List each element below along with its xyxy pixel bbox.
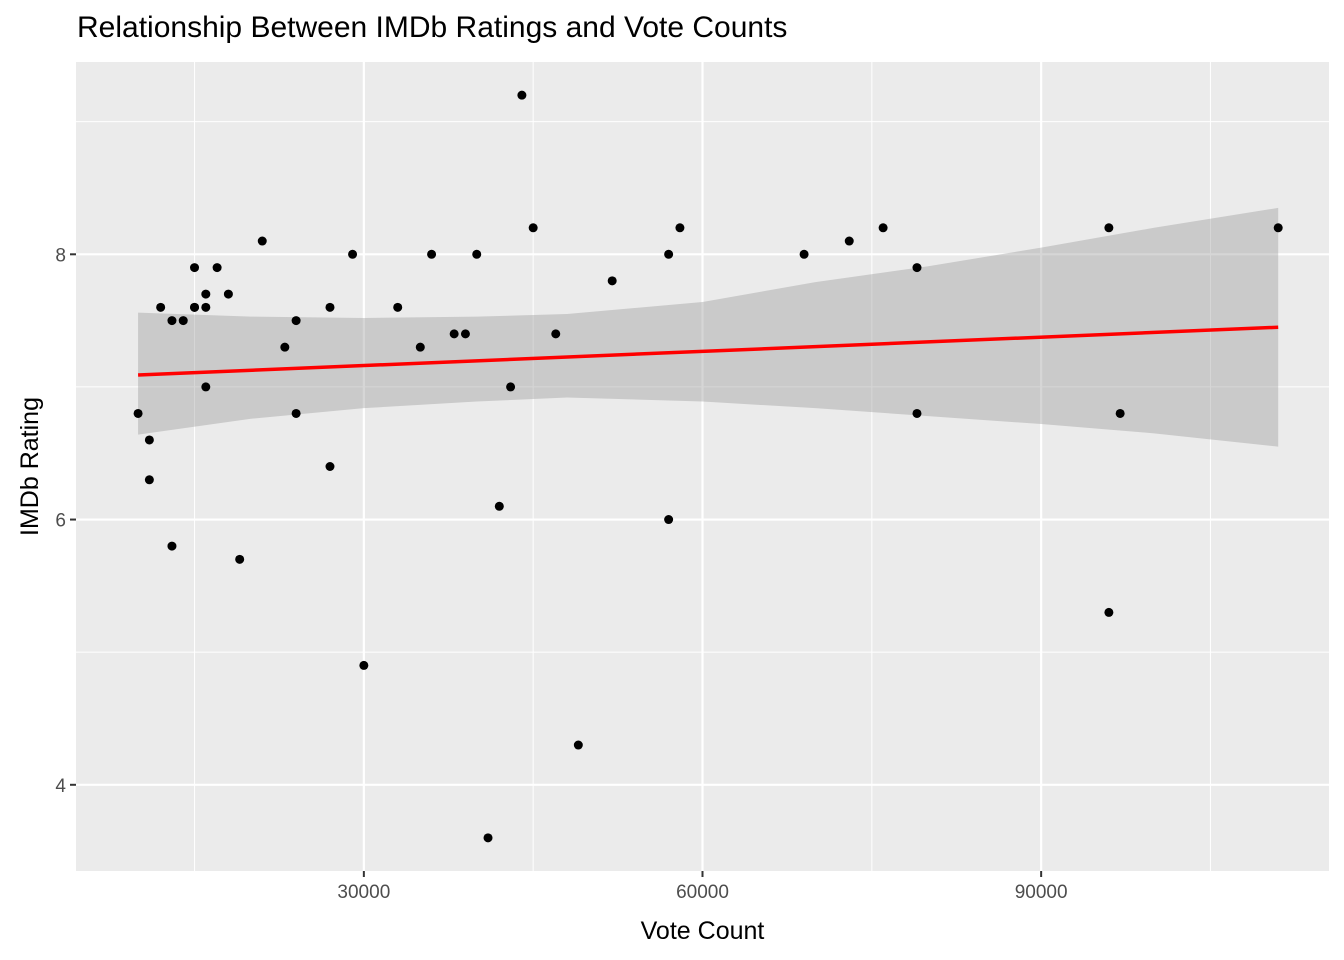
y-axis-title: IMDb Rating (16, 397, 44, 536)
data-point (472, 249, 482, 259)
y-tick-label: 4 (55, 776, 66, 797)
data-point (664, 515, 674, 525)
data-point (190, 302, 200, 312)
data-point (133, 408, 143, 418)
x-axis-ticks: 30000 60000 90000 (337, 871, 1068, 903)
data-point (201, 289, 211, 299)
major-gridlines (76, 62, 1329, 871)
data-point (144, 435, 154, 445)
data-point (517, 90, 527, 100)
data-point (912, 408, 922, 418)
data-point (325, 462, 335, 471)
data-point (607, 276, 617, 286)
x-tick-label: 60000 (676, 882, 729, 903)
data-point (1104, 607, 1114, 617)
data-point (427, 249, 437, 259)
data-point (551, 329, 561, 339)
data-point (393, 302, 403, 312)
x-axis-title: Vote Count (641, 917, 765, 945)
data-point (1104, 223, 1114, 233)
data-point (235, 554, 245, 564)
chart-title: Relationship Between IMDb Ratings and Vo… (77, 11, 788, 44)
data-point (201, 302, 211, 312)
data-point (844, 236, 854, 246)
data-point (190, 263, 200, 273)
data-point (144, 475, 154, 485)
y-tick-label: 8 (55, 245, 66, 266)
data-point (1115, 408, 1125, 418)
data-point (528, 223, 538, 233)
data-point (178, 316, 188, 326)
data-point (483, 833, 493, 843)
data-point (291, 316, 301, 326)
data-point (156, 302, 166, 312)
data-point (201, 382, 211, 392)
data-point (460, 329, 470, 339)
data-points (133, 90, 1283, 843)
data-point (675, 223, 685, 233)
data-point (799, 249, 809, 259)
data-point (212, 263, 222, 273)
data-point (348, 249, 358, 259)
confidence-band (138, 207, 1279, 447)
x-tick-label: 90000 (1015, 882, 1068, 903)
data-point (415, 342, 425, 352)
data-point (494, 501, 504, 511)
data-point (223, 289, 233, 299)
data-point (449, 329, 459, 339)
data-point (664, 249, 674, 259)
data-point (291, 408, 301, 418)
data-point (167, 541, 177, 551)
data-point (573, 740, 583, 750)
regression-line (138, 325, 1279, 377)
data-point (280, 342, 290, 352)
y-tick-label: 6 (55, 511, 66, 532)
data-point (506, 382, 516, 392)
data-point (359, 660, 369, 670)
data-point (167, 316, 177, 326)
y-axis-ticks: 4 6 8 (55, 245, 76, 797)
data-point (912, 263, 922, 273)
data-point (878, 223, 888, 233)
data-point (325, 302, 335, 312)
data-point (257, 236, 267, 246)
data-point (1273, 223, 1283, 233)
x-tick-label: 30000 (337, 882, 390, 903)
